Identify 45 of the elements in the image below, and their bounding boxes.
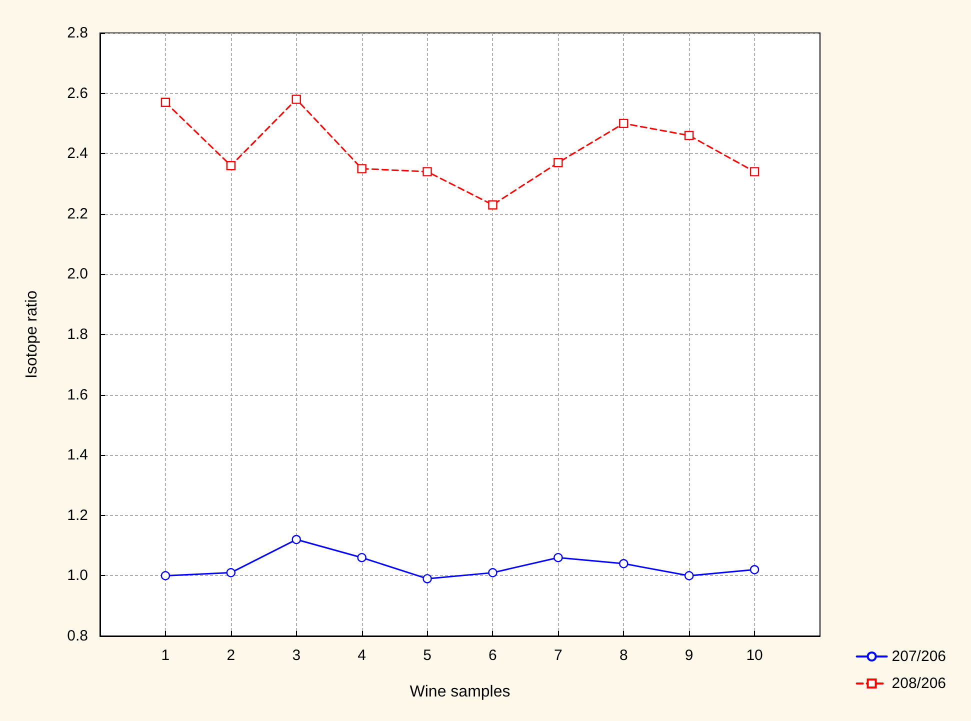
point	[488, 200, 498, 210]
legend-label: 208/206	[892, 675, 946, 692]
point	[619, 118, 628, 128]
y-tick-label: 1.8	[67, 326, 88, 343]
point	[226, 568, 236, 578]
legend-label: 207/206	[892, 648, 946, 665]
x-tick-label: 9	[684, 647, 694, 664]
point	[292, 94, 301, 104]
point	[422, 167, 432, 176]
point	[292, 534, 301, 544]
y-tick-label: 2.0	[67, 266, 88, 283]
point	[750, 565, 760, 574]
x-tick-label: 2	[226, 647, 236, 664]
point	[750, 167, 760, 176]
y-tick-label: 2.6	[67, 84, 88, 102]
y-tick-label: 0.8	[67, 628, 88, 644]
point	[357, 553, 366, 562]
x-tick-label: 10	[746, 647, 763, 664]
x-tick-label: 4	[358, 647, 366, 664]
y-tick-label: 1.4	[67, 446, 88, 464]
point	[160, 571, 170, 580]
point	[684, 571, 694, 580]
x-tick-label: 8	[619, 647, 628, 664]
y-tick-label: 1.6	[67, 386, 88, 404]
point	[554, 158, 563, 168]
point	[554, 553, 563, 562]
point	[422, 574, 432, 584]
point	[226, 161, 236, 170]
point	[160, 98, 170, 107]
y-tick-label: 1.2	[67, 506, 88, 524]
x-tick-label: 5	[423, 647, 432, 664]
point	[357, 164, 366, 174]
y-tick-label: 2.8	[67, 24, 88, 42]
x-tick-label: 1	[161, 647, 170, 664]
x-axis-title: Wine samples	[410, 684, 510, 700]
y-tick-label: 2.4	[67, 145, 88, 162]
y-tick-label: 1.0	[67, 567, 88, 584]
y-axis-title: Isotope ratio	[24, 290, 40, 379]
y-tick-label: 2.2	[67, 205, 88, 222]
point	[684, 130, 694, 140]
x-tick-label: 7	[554, 647, 562, 664]
point	[619, 559, 628, 568]
x-tick-label: 3	[292, 647, 301, 664]
x-tick-label: 6	[488, 647, 497, 664]
point	[488, 568, 498, 578]
